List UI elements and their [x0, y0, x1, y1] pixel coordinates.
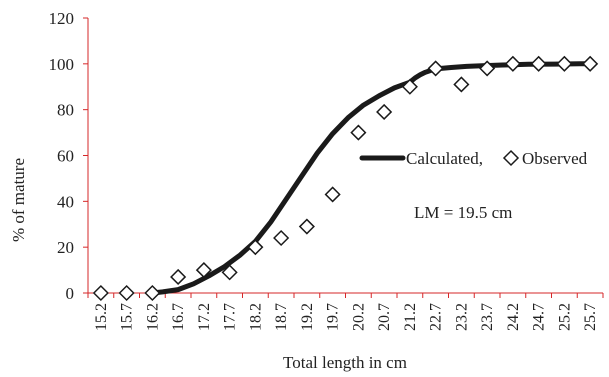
y-tick-label: 0 — [66, 284, 75, 303]
y-tick-label: 100 — [49, 55, 75, 74]
observed-point — [427, 60, 444, 77]
lm-annotation: LM = 19.5 cm — [414, 203, 512, 222]
observed-point — [401, 78, 418, 95]
observed-point — [530, 55, 547, 72]
x-tick-label: 18.7 — [273, 303, 290, 331]
legend-observed-label: Observed — [522, 149, 588, 168]
observed-point — [221, 264, 238, 281]
x-tick-label: 19.2 — [299, 303, 316, 331]
x-tick-label: 24.2 — [505, 303, 522, 331]
y-tick-label: 20 — [57, 238, 74, 257]
x-tick-label: 23.2 — [453, 303, 470, 331]
y-axis-label: % of mature — [9, 158, 28, 242]
legend: Calculated, Observed — [359, 149, 588, 168]
x-tick-label: 23.7 — [479, 303, 496, 331]
y-ticks: 0 20 40 60 80 100 120 — [49, 9, 88, 303]
observed-point — [273, 229, 290, 247]
observed-point — [247, 239, 264, 256]
x-tick-label: 20.2 — [350, 303, 367, 331]
observed-point — [298, 218, 315, 235]
observed-points — [92, 55, 599, 302]
observed-point — [324, 186, 341, 203]
x-tick-label: 25.2 — [556, 303, 573, 331]
x-tick-label: 15.2 — [93, 303, 110, 331]
x-tick-label: 25.7 — [582, 303, 599, 331]
x-tick-label: 15.7 — [119, 303, 136, 331]
observed-point — [195, 262, 212, 279]
x-tick-label: 20.7 — [376, 303, 393, 331]
observed-point — [170, 268, 187, 286]
observed-point — [582, 55, 599, 72]
x-tick-label: 21.2 — [402, 303, 419, 331]
x-tick-label: 16.2 — [144, 303, 161, 331]
y-tick-label: 40 — [57, 192, 74, 211]
observed-point — [504, 55, 521, 72]
y-tick-label: 120 — [49, 9, 75, 28]
x-ticks: 15.2 15.7 16.2 16.7 17.2 17.7 18.2 18.7 19.2 19.7… — [87, 293, 604, 331]
x-tick-label: 19.7 — [325, 303, 342, 331]
observed-point — [118, 284, 135, 302]
calculated-curve — [149, 61, 593, 296]
x-tick-label: 16.7 — [170, 303, 187, 331]
x-tick-label: 17.7 — [222, 303, 239, 331]
legend-diamond-icon — [502, 149, 520, 167]
observed-point — [556, 55, 573, 72]
observed-point — [92, 284, 109, 302]
y-tick-label: 60 — [57, 147, 74, 166]
observed-point — [479, 60, 496, 77]
observed-point — [376, 103, 393, 121]
x-tick-label: 22.7 — [428, 303, 445, 331]
x-tick-label: 18.2 — [247, 303, 264, 331]
x-axis-label: Total length in cm — [283, 353, 407, 372]
x-tick-label: 24.7 — [531, 303, 548, 331]
legend-calculated-label: Calculated, — [406, 149, 483, 168]
x-tick-label: 17.2 — [196, 303, 213, 331]
observed-point — [144, 284, 161, 302]
observed-point — [453, 76, 470, 93]
y-tick-label: 80 — [57, 101, 74, 120]
observed-point — [350, 124, 367, 141]
